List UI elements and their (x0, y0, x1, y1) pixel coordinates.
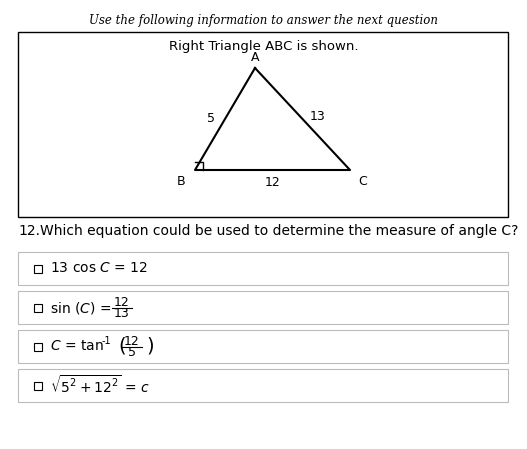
Text: -1: -1 (102, 336, 112, 347)
Bar (18, 330, 508, 363)
Text: (: ( (118, 337, 125, 356)
Text: A: A (251, 51, 259, 64)
Text: $\sqrt{5^2+12^2}$ = $c$: $\sqrt{5^2+12^2}$ = $c$ (50, 374, 150, 396)
Text: 12: 12 (265, 176, 280, 189)
Text: 12: 12 (114, 296, 130, 309)
Text: 13: 13 (310, 110, 325, 123)
Text: 13: 13 (114, 307, 130, 320)
Text: C: C (358, 175, 367, 188)
Text: 13 cos $C$ = 12: 13 cos $C$ = 12 (50, 261, 148, 276)
Text: 12.: 12. (18, 224, 40, 238)
Bar (34, 382, 42, 389)
Text: sin $(C)$ =: sin $(C)$ = (50, 299, 111, 316)
Text: 5: 5 (128, 346, 136, 359)
Text: B: B (177, 175, 185, 188)
Text: 12: 12 (124, 335, 140, 348)
Bar (34, 343, 42, 351)
Text: ): ) (146, 337, 154, 356)
Text: $C$ = tan: $C$ = tan (50, 339, 104, 353)
Bar (34, 304, 42, 312)
Text: 5: 5 (207, 113, 215, 126)
Bar (18, 369, 508, 402)
Bar (18, 32, 508, 217)
Text: Right Triangle ABC is shown.: Right Triangle ABC is shown. (169, 40, 358, 53)
Bar (18, 291, 508, 324)
Bar (18, 252, 508, 285)
Text: Which equation could be used to determine the measure of angle C?: Which equation could be used to determin… (40, 224, 519, 238)
Text: Use the following information to answer the next question: Use the following information to answer … (89, 14, 438, 27)
Bar (34, 264, 42, 273)
